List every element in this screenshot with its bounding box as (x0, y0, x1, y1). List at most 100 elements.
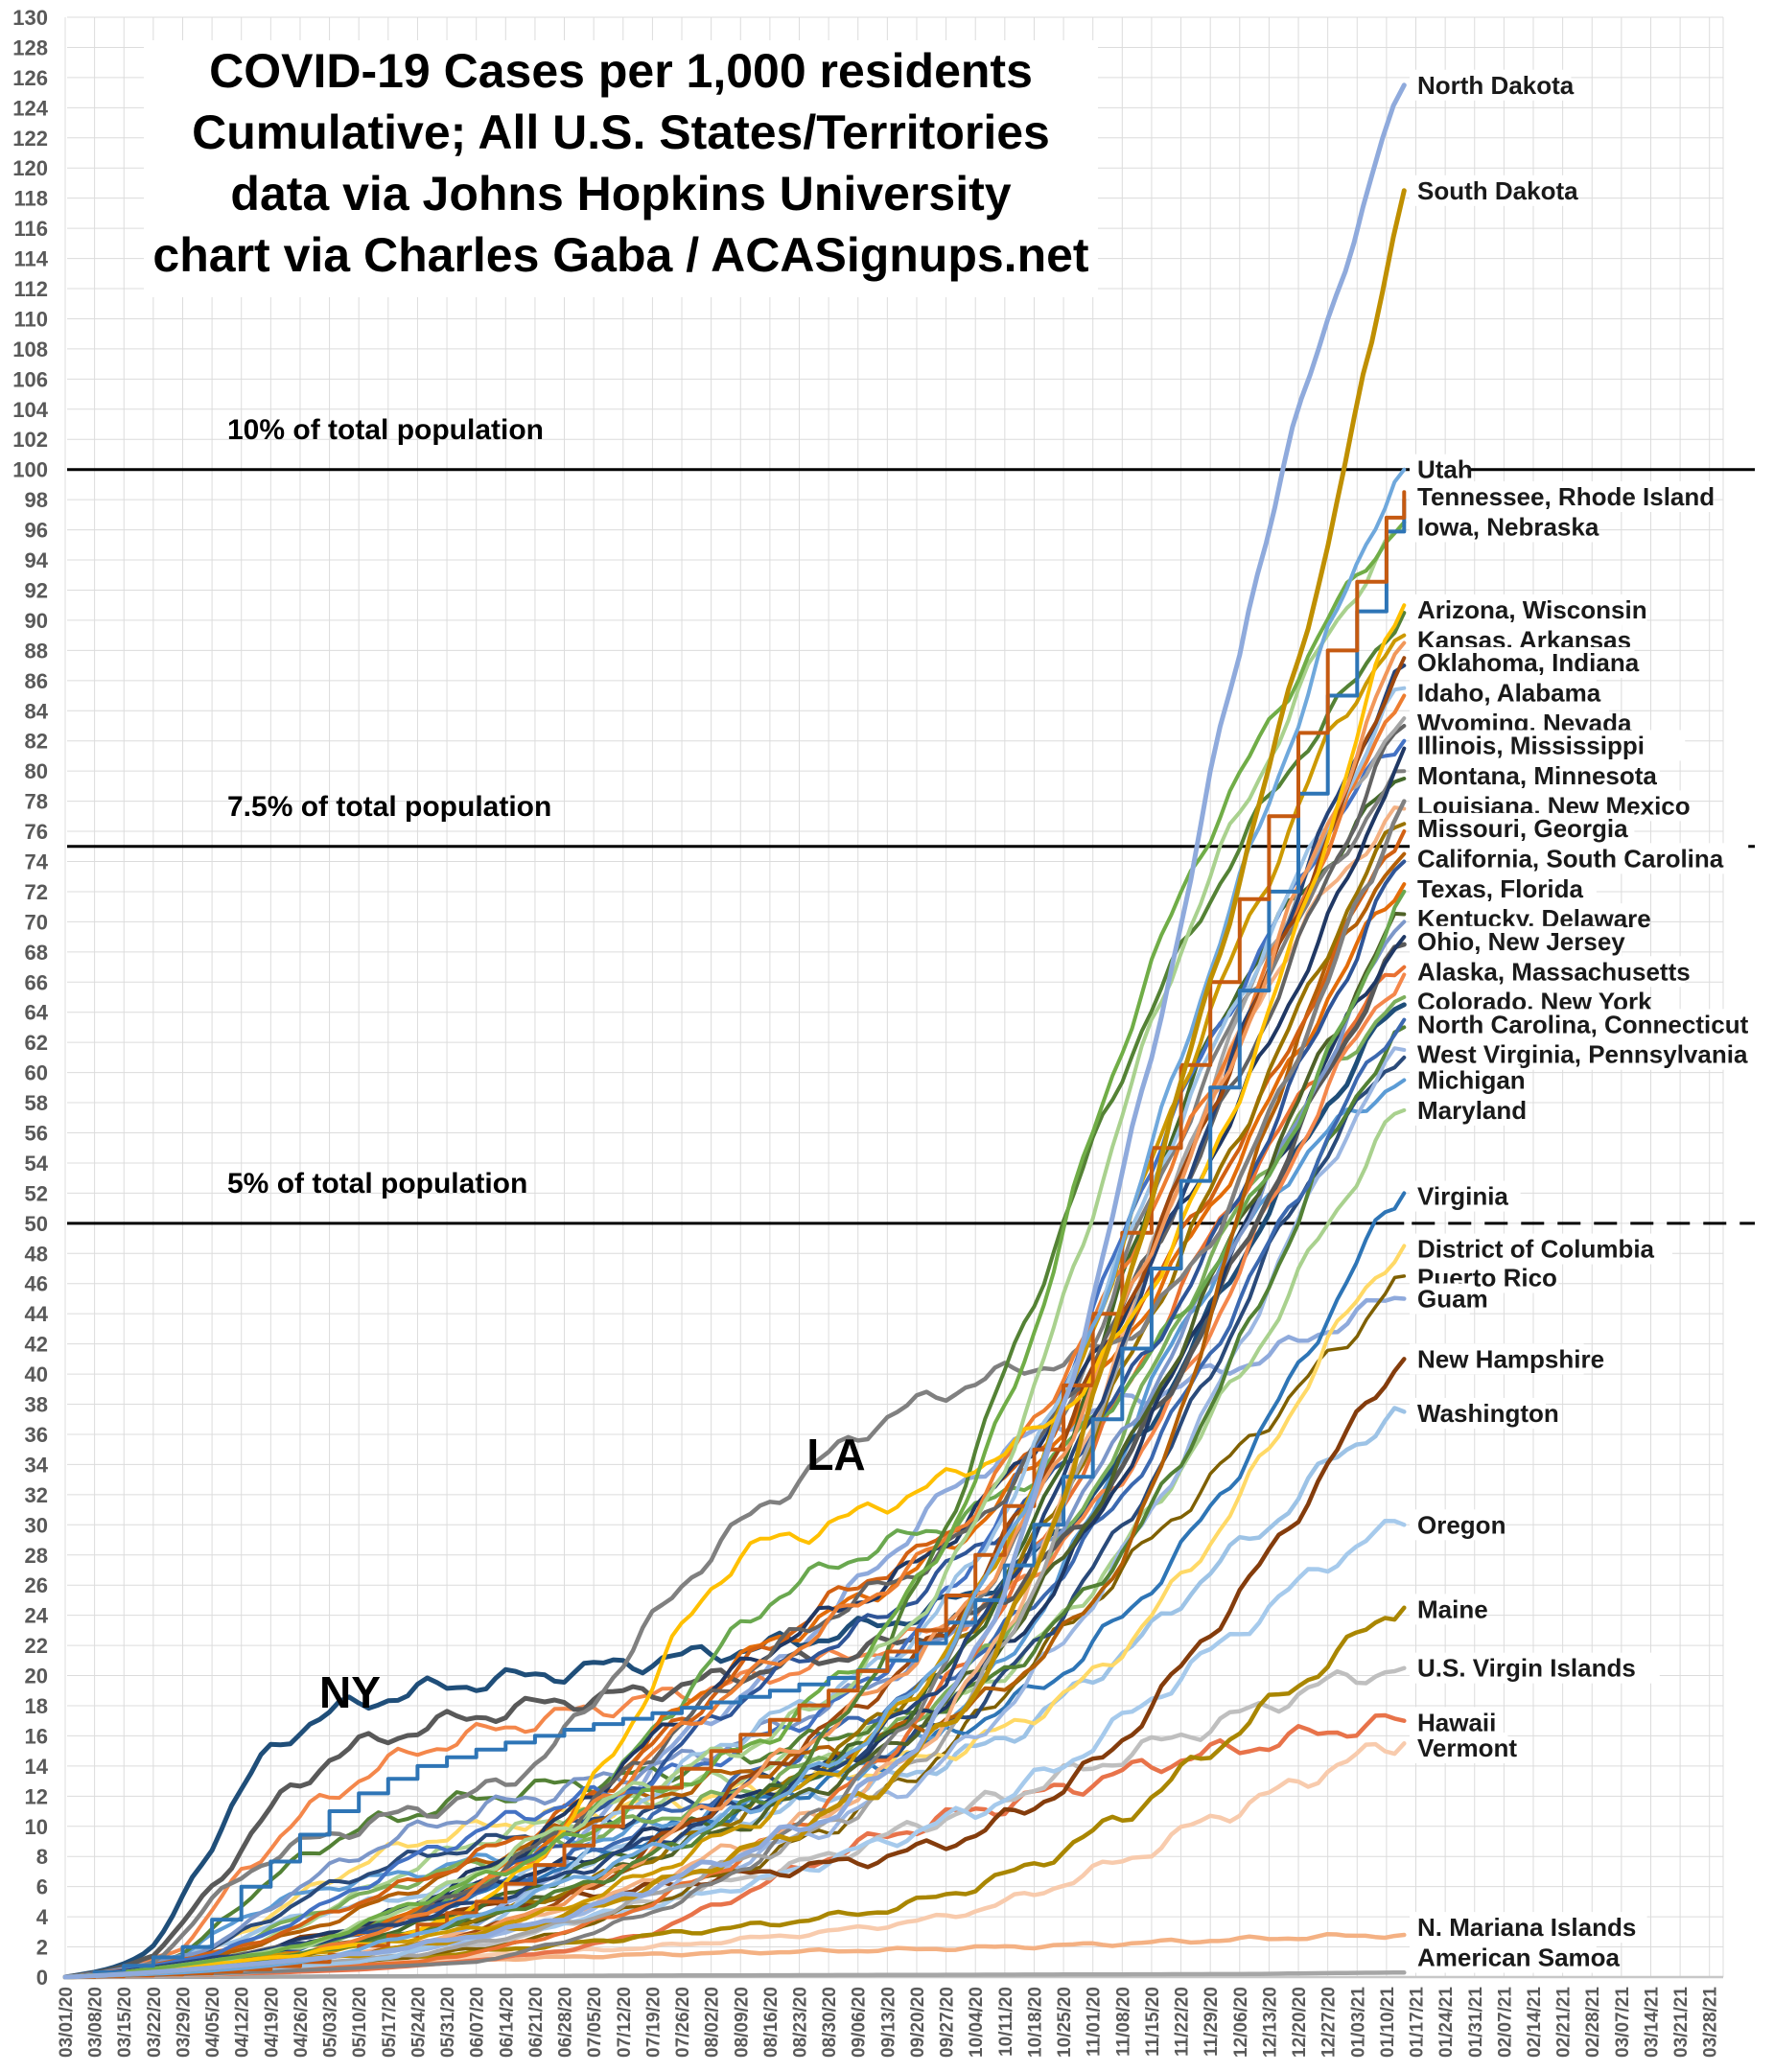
series-lines (62, 82, 1407, 1980)
end-label-bg (1410, 1707, 1496, 1738)
y-tick-label: 92 (25, 578, 48, 602)
end-label-west-virginia-pennsylvania: West Virginia, Pennsylvania (1417, 1040, 1748, 1069)
series-line-tennessee (63, 490, 1407, 1979)
x-tick-label: 05/17/20 (380, 1987, 400, 2058)
end-label-bg (1410, 1283, 1470, 1315)
y-tick-label: 72 (25, 880, 48, 904)
x-tick-label: 08/09/20 (732, 1987, 752, 2058)
end-label-maine: Maine (1417, 1595, 1488, 1623)
series-line-california (63, 851, 1407, 1979)
x-tick-label: 01/24/21 (1436, 1987, 1457, 2058)
x-tick-label: 06/28/20 (556, 1987, 576, 2058)
end-label-bg (1410, 646, 1635, 678)
x-tick-label: 03/07/21 (1613, 1987, 1633, 2058)
x-tick-label: 05/03/20 (321, 1987, 341, 2058)
x-tick-label: 02/21/21 (1554, 1987, 1575, 2058)
y-tick-label: 110 (14, 307, 49, 331)
end-label-bg (1410, 759, 1660, 791)
end-label-bg (1410, 1094, 1521, 1126)
end-label-guam: Guam (1417, 1284, 1488, 1313)
x-tick-label: 06/21/20 (526, 1987, 547, 2058)
end-label-oregon: Oregon (1417, 1510, 1506, 1539)
end-label-montana-minnesota: Montana, Minnesota (1417, 761, 1657, 790)
x-tick-label: 07/19/20 (643, 1987, 664, 2058)
x-tick-label: 05/24/20 (408, 1987, 429, 2058)
y-tick-label: 122 (12, 127, 48, 151)
x-tick-label: 11/15/20 (1143, 1987, 1163, 2057)
y-tick-label: 96 (25, 519, 48, 543)
series-line-district-of-columbia (63, 1244, 1407, 1979)
end-label-new-hampshire: New Hampshire (1417, 1344, 1604, 1373)
end-label-bg (1410, 1343, 1584, 1375)
end-label-bg (1410, 1912, 1647, 1944)
chart-title-line-4: chart via Charles Gaba / ACASignups.net (152, 228, 1089, 282)
x-tick-label: 03/22/20 (145, 1987, 165, 2058)
y-tick-label: 108 (12, 338, 48, 361)
y-tick-label: 82 (25, 730, 48, 754)
y-tick-label: 4 (36, 1905, 49, 1929)
end-label-american-samoa: American Samoa (1417, 1944, 1621, 1972)
end-label-bg (1410, 1942, 1597, 1973)
y-tick-label: 98 (25, 488, 48, 512)
end-label-bg (1410, 1594, 1482, 1625)
series-line-north-dakota (62, 82, 1407, 1980)
end-label-bg (1410, 1652, 1660, 1684)
y-tick-label: 100 (12, 458, 48, 482)
x-tick-label: 11/29/20 (1202, 1987, 1222, 2057)
end-label-bg (1410, 175, 1572, 206)
x-tick-label: 08/23/20 (791, 1987, 811, 2058)
x-tick-label: 06/14/20 (497, 1987, 517, 2058)
end-label-north-carolina-connecticut: North Carolina, Connecticut (1417, 1010, 1749, 1038)
y-tick-label: 94 (25, 548, 49, 572)
x-tick-label: 10/11/20 (996, 1987, 1016, 2057)
end-label-u-s-virgin-islands: U.S. Virgin Islands (1417, 1654, 1636, 1683)
end-label-hawaii: Hawaii (1417, 1708, 1496, 1736)
x-tick-label: 03/29/20 (174, 1987, 194, 2058)
y-tick-label: 64 (25, 1001, 49, 1025)
ref-label-10-percent: 10% of total population (227, 414, 544, 446)
y-tick-label: 124 (12, 96, 48, 120)
end-label-bg (1410, 480, 1711, 512)
end-label-district-of-columbia: District of Columbia (1417, 1235, 1655, 1264)
end-label-bg (1410, 812, 1635, 844)
x-tick-label: 12/13/20 (1260, 1987, 1280, 2058)
y-tick-label: 130 (12, 6, 48, 30)
x-tick-label: 03/21/21 (1671, 1987, 1692, 2058)
end-label-ohio-new-jersey: Ohio, New Jersey (1417, 927, 1625, 956)
y-axis-labels: 0246810121416182022242628303234363840424… (12, 6, 48, 1990)
x-tick-label: 03/15/20 (115, 1987, 135, 2058)
y-tick-label: 20 (25, 1665, 48, 1688)
series-line-washington (62, 1406, 1407, 1980)
y-tick-label: 28 (25, 1544, 48, 1568)
end-label-bg (1410, 1038, 1762, 1070)
y-tick-label: 6 (36, 1875, 48, 1899)
end-label-iowa-nebraska: Iowa, Nebraska (1417, 512, 1599, 541)
end-label-bg (1410, 873, 1597, 904)
x-tick-label: 01/17/21 (1408, 1987, 1428, 2058)
y-tick-label: 60 (25, 1061, 48, 1085)
y-tick-label: 58 (25, 1091, 48, 1115)
x-tick-label: 02/28/21 (1583, 1987, 1603, 2058)
x-tick-label: 04/12/20 (233, 1987, 253, 2058)
y-tick-label: 2 (36, 1936, 48, 1960)
end-label-bg (1410, 1180, 1521, 1212)
x-tick-label: 10/18/20 (1025, 1987, 1045, 2058)
end-label-arizona-wisconsin: Arizona, Wisconsin (1417, 595, 1647, 624)
x-tick-label: 10/04/20 (967, 1987, 987, 2058)
end-label-tennessee-rhode-island: Tennessee, Rhode Island (1417, 482, 1715, 511)
y-tick-label: 30 (25, 1513, 48, 1537)
x-tick-label: 11/01/20 (1085, 1987, 1105, 2057)
end-label-bg (1410, 69, 1572, 101)
end-label-alaska-massachusetts: Alaska, Massachusetts (1417, 957, 1691, 986)
end-label-bg (1410, 843, 1749, 874)
y-tick-label: 62 (25, 1031, 48, 1055)
series-line-new-jersey (62, 942, 1407, 1980)
y-tick-label: 106 (12, 367, 48, 391)
y-tick-label: 14 (25, 1755, 49, 1779)
y-tick-label: 56 (25, 1122, 48, 1146)
x-tick-label: 02/07/21 (1495, 1987, 1515, 2058)
x-tick-label: 05/31/20 (438, 1987, 458, 2058)
end-label-bg (1410, 1064, 1521, 1096)
